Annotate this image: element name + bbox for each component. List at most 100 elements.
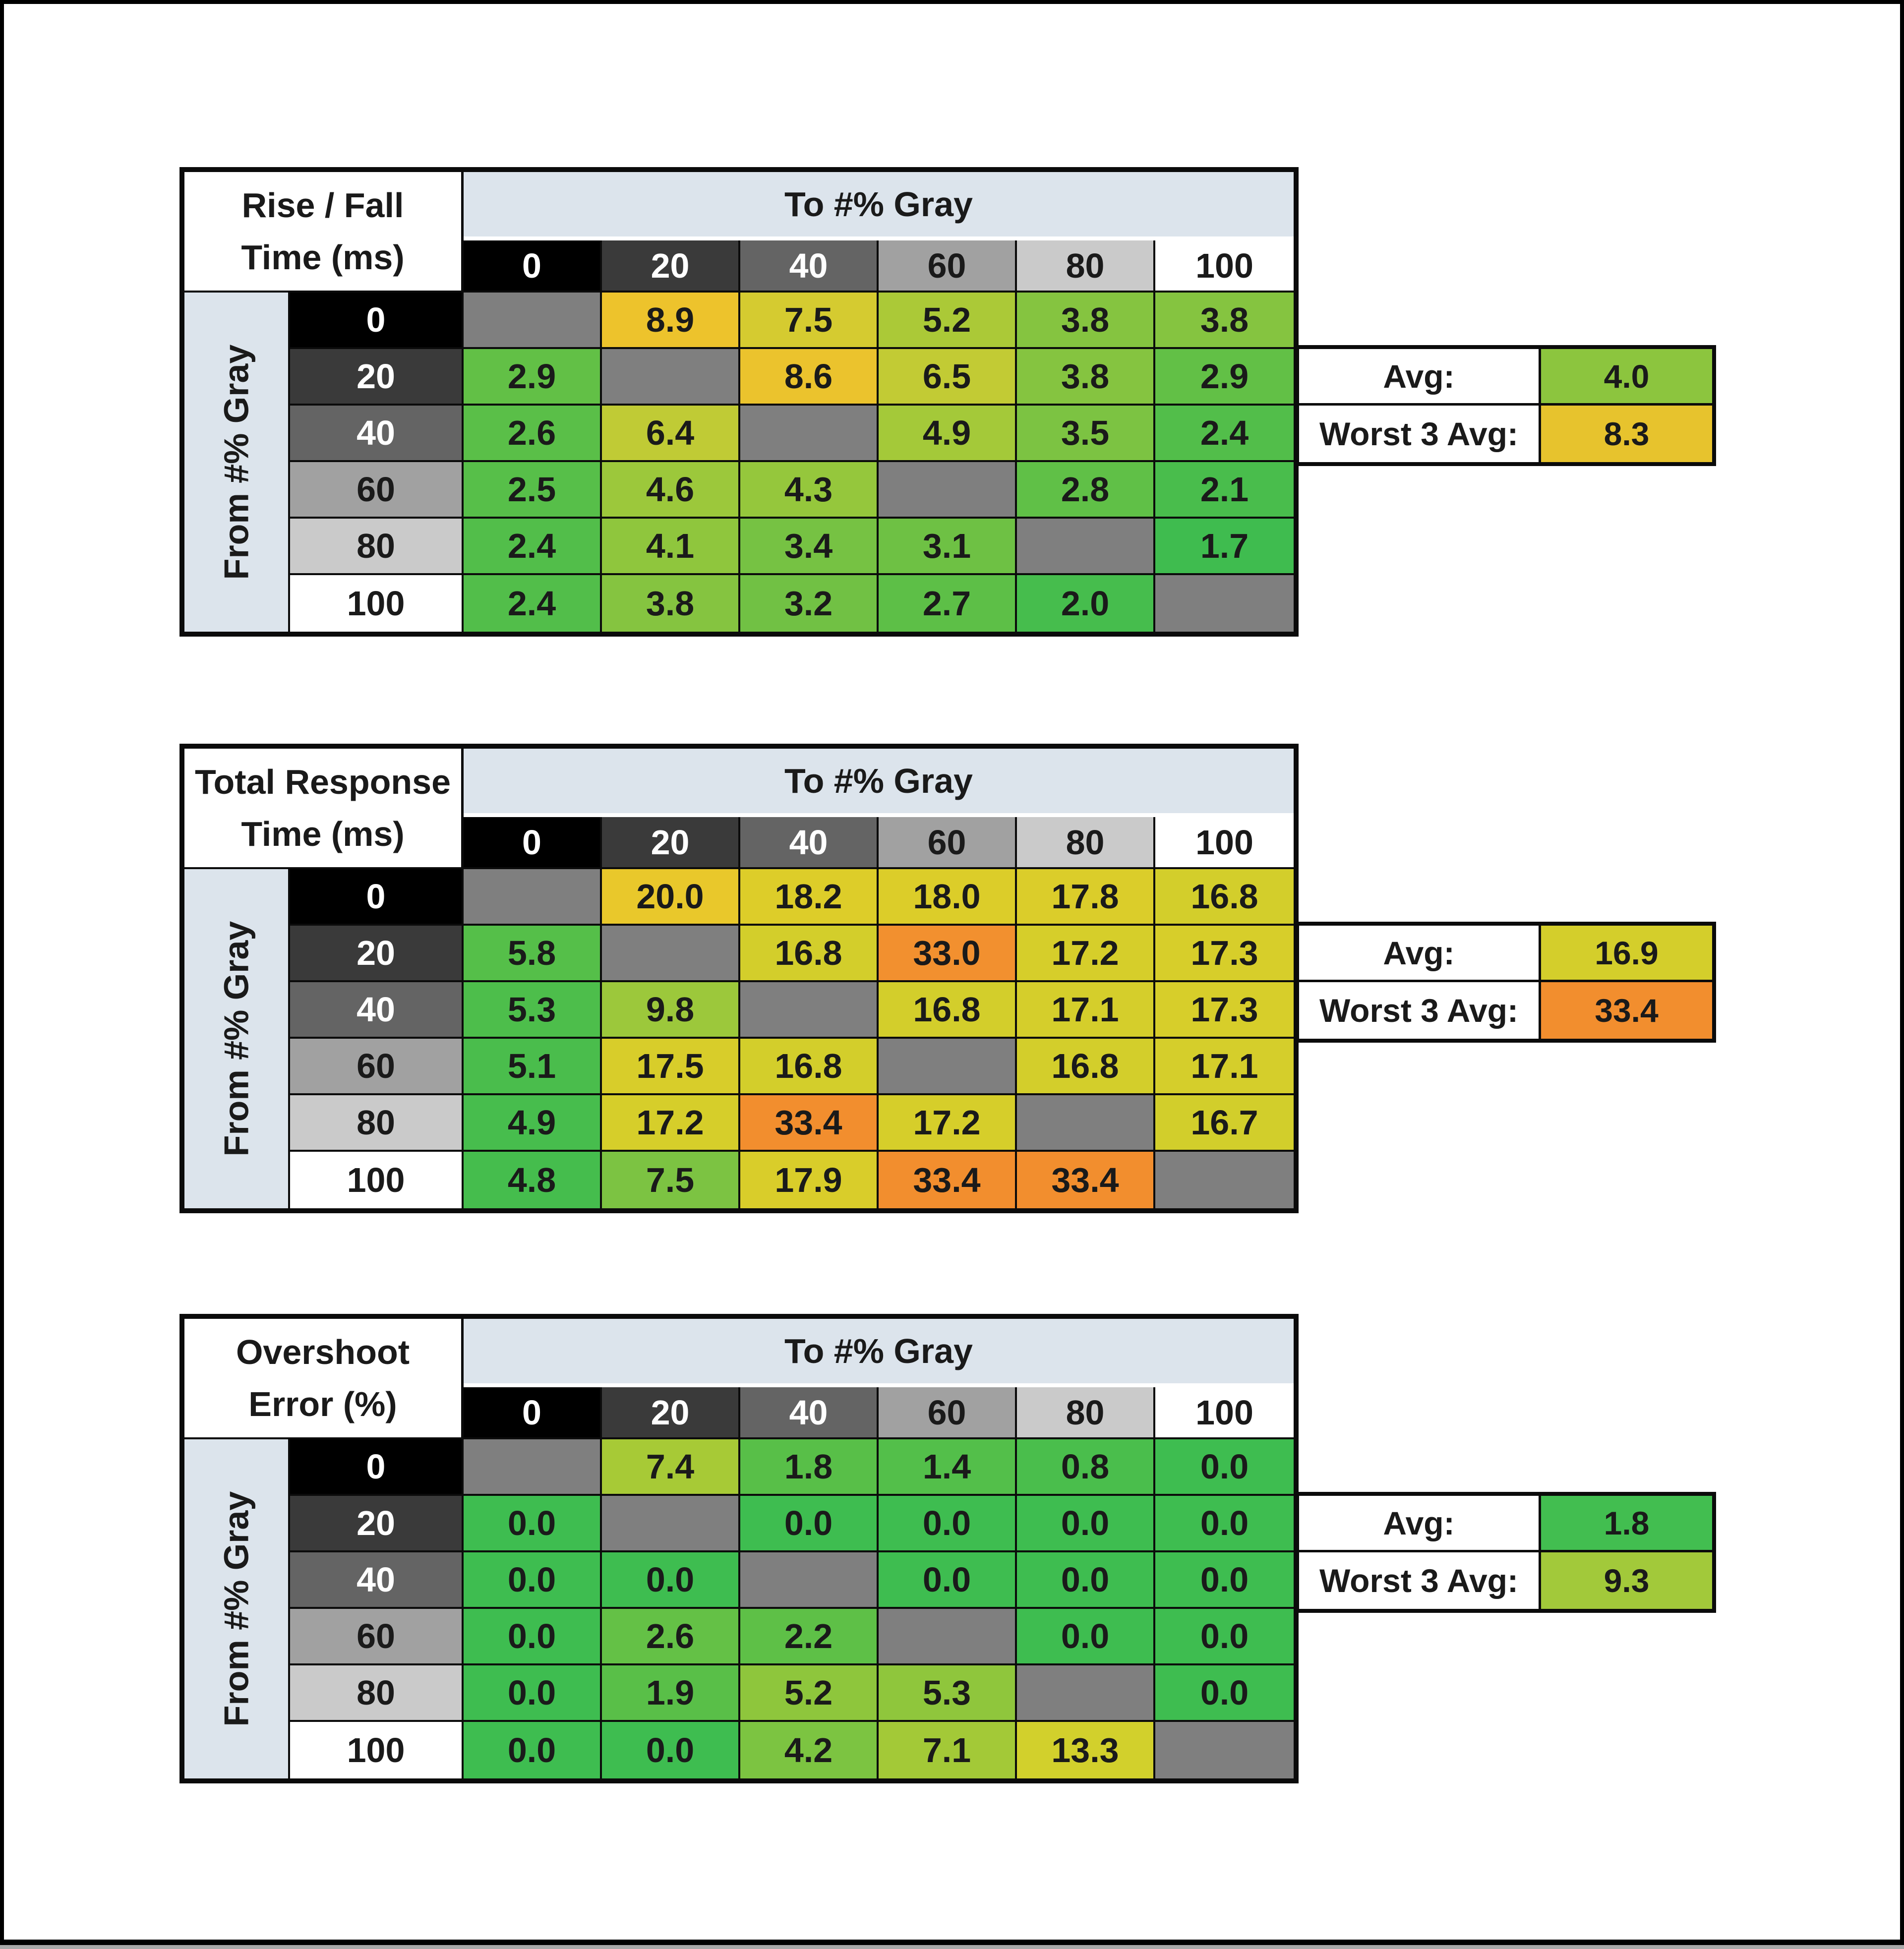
cell-from40-to0: 0.0 bbox=[464, 1552, 602, 1609]
table-title-line1: Overshoot bbox=[236, 1332, 410, 1371]
cell-from0-to20: 8.9 bbox=[602, 293, 740, 349]
cell-from0-to100: 0.0 bbox=[1155, 1439, 1294, 1496]
cell-from60-to40: 16.8 bbox=[740, 1039, 879, 1095]
col-header-100: 100 bbox=[1155, 240, 1294, 293]
cell-from100-to100 bbox=[1155, 1152, 1294, 1208]
cell-from60-to60 bbox=[879, 462, 1017, 519]
cell-from40-to20: 9.8 bbox=[602, 982, 740, 1039]
col-header-20: 20 bbox=[602, 240, 740, 293]
cell-from40-to100: 2.4 bbox=[1155, 406, 1294, 462]
cell-from60-to20: 17.5 bbox=[602, 1039, 740, 1095]
cell-from40-to60: 16.8 bbox=[879, 982, 1017, 1039]
cell-from60-to60 bbox=[879, 1039, 1017, 1095]
heatmap-table-total-response-time: Total Response Time (ms) To #% Gray 0 20 40 60… bbox=[179, 744, 1299, 1213]
cell-from60-to100: 17.1 bbox=[1155, 1039, 1294, 1095]
cell-from60-to60 bbox=[879, 1609, 1017, 1665]
row-axis-title: From #% Gray bbox=[184, 293, 290, 632]
cell-from60-to0: 5.1 bbox=[464, 1039, 602, 1095]
cell-from20-to0: 2.9 bbox=[464, 349, 602, 406]
cell-from0-to60: 1.4 bbox=[879, 1439, 1017, 1496]
worst3avg-value-total-response-time: 33.4 bbox=[1541, 982, 1712, 1039]
cell-from100-to40: 17.9 bbox=[740, 1152, 879, 1208]
cell-from20-to20 bbox=[602, 926, 740, 982]
table-title-line2: Time (ms) bbox=[241, 237, 405, 277]
cell-from100-to40: 4.2 bbox=[740, 1722, 879, 1778]
cell-from100-to100 bbox=[1155, 1722, 1294, 1778]
cell-from100-to0: 2.4 bbox=[464, 575, 602, 632]
cell-from60-to80: 16.8 bbox=[1017, 1039, 1155, 1095]
cell-from0-to80: 17.8 bbox=[1017, 869, 1155, 926]
cell-from100-to20: 3.8 bbox=[602, 575, 740, 632]
col-header-60: 60 bbox=[879, 817, 1017, 869]
row-axis-title: From #% Gray bbox=[184, 869, 290, 1208]
row-header-0: 0 bbox=[290, 1439, 464, 1496]
summary-box-rise-fall-time: Avg: 4.0 Worst 3 Avg: 8.3 bbox=[1295, 345, 1716, 466]
cell-from60-to0: 2.5 bbox=[464, 462, 602, 519]
row-header-40: 40 bbox=[290, 982, 464, 1039]
table-title-line1: Rise / Fall bbox=[241, 185, 404, 225]
cell-from80-to0: 2.4 bbox=[464, 519, 602, 575]
cell-from100-to20: 7.5 bbox=[602, 1152, 740, 1208]
col-header-20: 20 bbox=[602, 817, 740, 869]
cell-from0-to60: 18.0 bbox=[879, 869, 1017, 926]
cell-from40-to80: 3.5 bbox=[1017, 406, 1155, 462]
cell-from20-to100: 17.3 bbox=[1155, 926, 1294, 982]
col-header-40: 40 bbox=[740, 817, 879, 869]
table-title-line2: Error (%) bbox=[248, 1384, 397, 1423]
cell-from80-to80 bbox=[1017, 1665, 1155, 1722]
worst3avg-label: Worst 3 Avg: bbox=[1299, 1552, 1541, 1609]
heatmap-table-rise-fall-time: Rise / Fall Time (ms) To #% Gray 0 20 40 60 80 1… bbox=[179, 167, 1299, 637]
col-header-100: 100 bbox=[1155, 817, 1294, 869]
cell-from80-to20: 17.2 bbox=[602, 1095, 740, 1152]
col-header-40: 40 bbox=[740, 1387, 879, 1439]
col-header-0: 0 bbox=[464, 817, 602, 869]
cell-from20-to80: 0.0 bbox=[1017, 1496, 1155, 1552]
cell-from100-to0: 4.8 bbox=[464, 1152, 602, 1208]
header-gap bbox=[464, 1383, 1294, 1387]
cell-from40-to60: 0.0 bbox=[879, 1552, 1017, 1609]
table-title-total-response-time: Total Response Time (ms) bbox=[184, 749, 464, 869]
worst3avg-label: Worst 3 Avg: bbox=[1299, 406, 1541, 462]
cell-from20-to20 bbox=[602, 1496, 740, 1552]
cell-from20-to60: 0.0 bbox=[879, 1496, 1017, 1552]
col-axis-title: To #% Gray bbox=[464, 749, 1294, 813]
avg-value-total-response-time: 16.9 bbox=[1541, 926, 1712, 982]
cell-from0-to20: 7.4 bbox=[602, 1439, 740, 1496]
row-header-40: 40 bbox=[290, 1552, 464, 1609]
avg-value-overshoot-error: 1.8 bbox=[1541, 1496, 1712, 1552]
worst3avg-label: Worst 3 Avg: bbox=[1299, 982, 1541, 1039]
row-header-0: 0 bbox=[290, 293, 464, 349]
cell-from60-to0: 0.0 bbox=[464, 1609, 602, 1665]
cell-from100-to80: 13.3 bbox=[1017, 1722, 1155, 1778]
cell-from80-to20: 4.1 bbox=[602, 519, 740, 575]
cell-from80-to40: 5.2 bbox=[740, 1665, 879, 1722]
cell-from100-to0: 0.0 bbox=[464, 1722, 602, 1778]
cell-from100-to40: 3.2 bbox=[740, 575, 879, 632]
header-gap bbox=[464, 813, 1294, 817]
cell-from60-to80: 0.0 bbox=[1017, 1609, 1155, 1665]
row-axis-title-text: From #% Gray bbox=[217, 921, 256, 1157]
avg-value-rise-fall-time: 4.0 bbox=[1541, 349, 1712, 406]
cell-from20-to40: 16.8 bbox=[740, 926, 879, 982]
cell-from100-to100 bbox=[1155, 575, 1294, 632]
row-header-100: 100 bbox=[290, 575, 464, 632]
cell-from20-to20 bbox=[602, 349, 740, 406]
table-title-overshoot-error: Overshoot Error (%) bbox=[184, 1319, 464, 1439]
cell-from0-to40: 7.5 bbox=[740, 293, 879, 349]
summary-box-overshoot-error: Avg: 1.8 Worst 3 Avg: 9.3 bbox=[1295, 1492, 1716, 1613]
cell-from60-to20: 4.6 bbox=[602, 462, 740, 519]
row-header-80: 80 bbox=[290, 519, 464, 575]
cell-from20-to0: 5.8 bbox=[464, 926, 602, 982]
cell-from80-to60: 5.3 bbox=[879, 1665, 1017, 1722]
col-header-80: 80 bbox=[1017, 817, 1155, 869]
row-header-20: 20 bbox=[290, 926, 464, 982]
cell-from40-to40 bbox=[740, 982, 879, 1039]
cell-from0-to20: 20.0 bbox=[602, 869, 740, 926]
cell-from40-to0: 5.3 bbox=[464, 982, 602, 1039]
avg-label: Avg: bbox=[1299, 926, 1541, 982]
cell-from80-to0: 0.0 bbox=[464, 1665, 602, 1722]
row-header-80: 80 bbox=[290, 1095, 464, 1152]
cell-from40-to80: 0.0 bbox=[1017, 1552, 1155, 1609]
cell-from60-to100: 0.0 bbox=[1155, 1609, 1294, 1665]
